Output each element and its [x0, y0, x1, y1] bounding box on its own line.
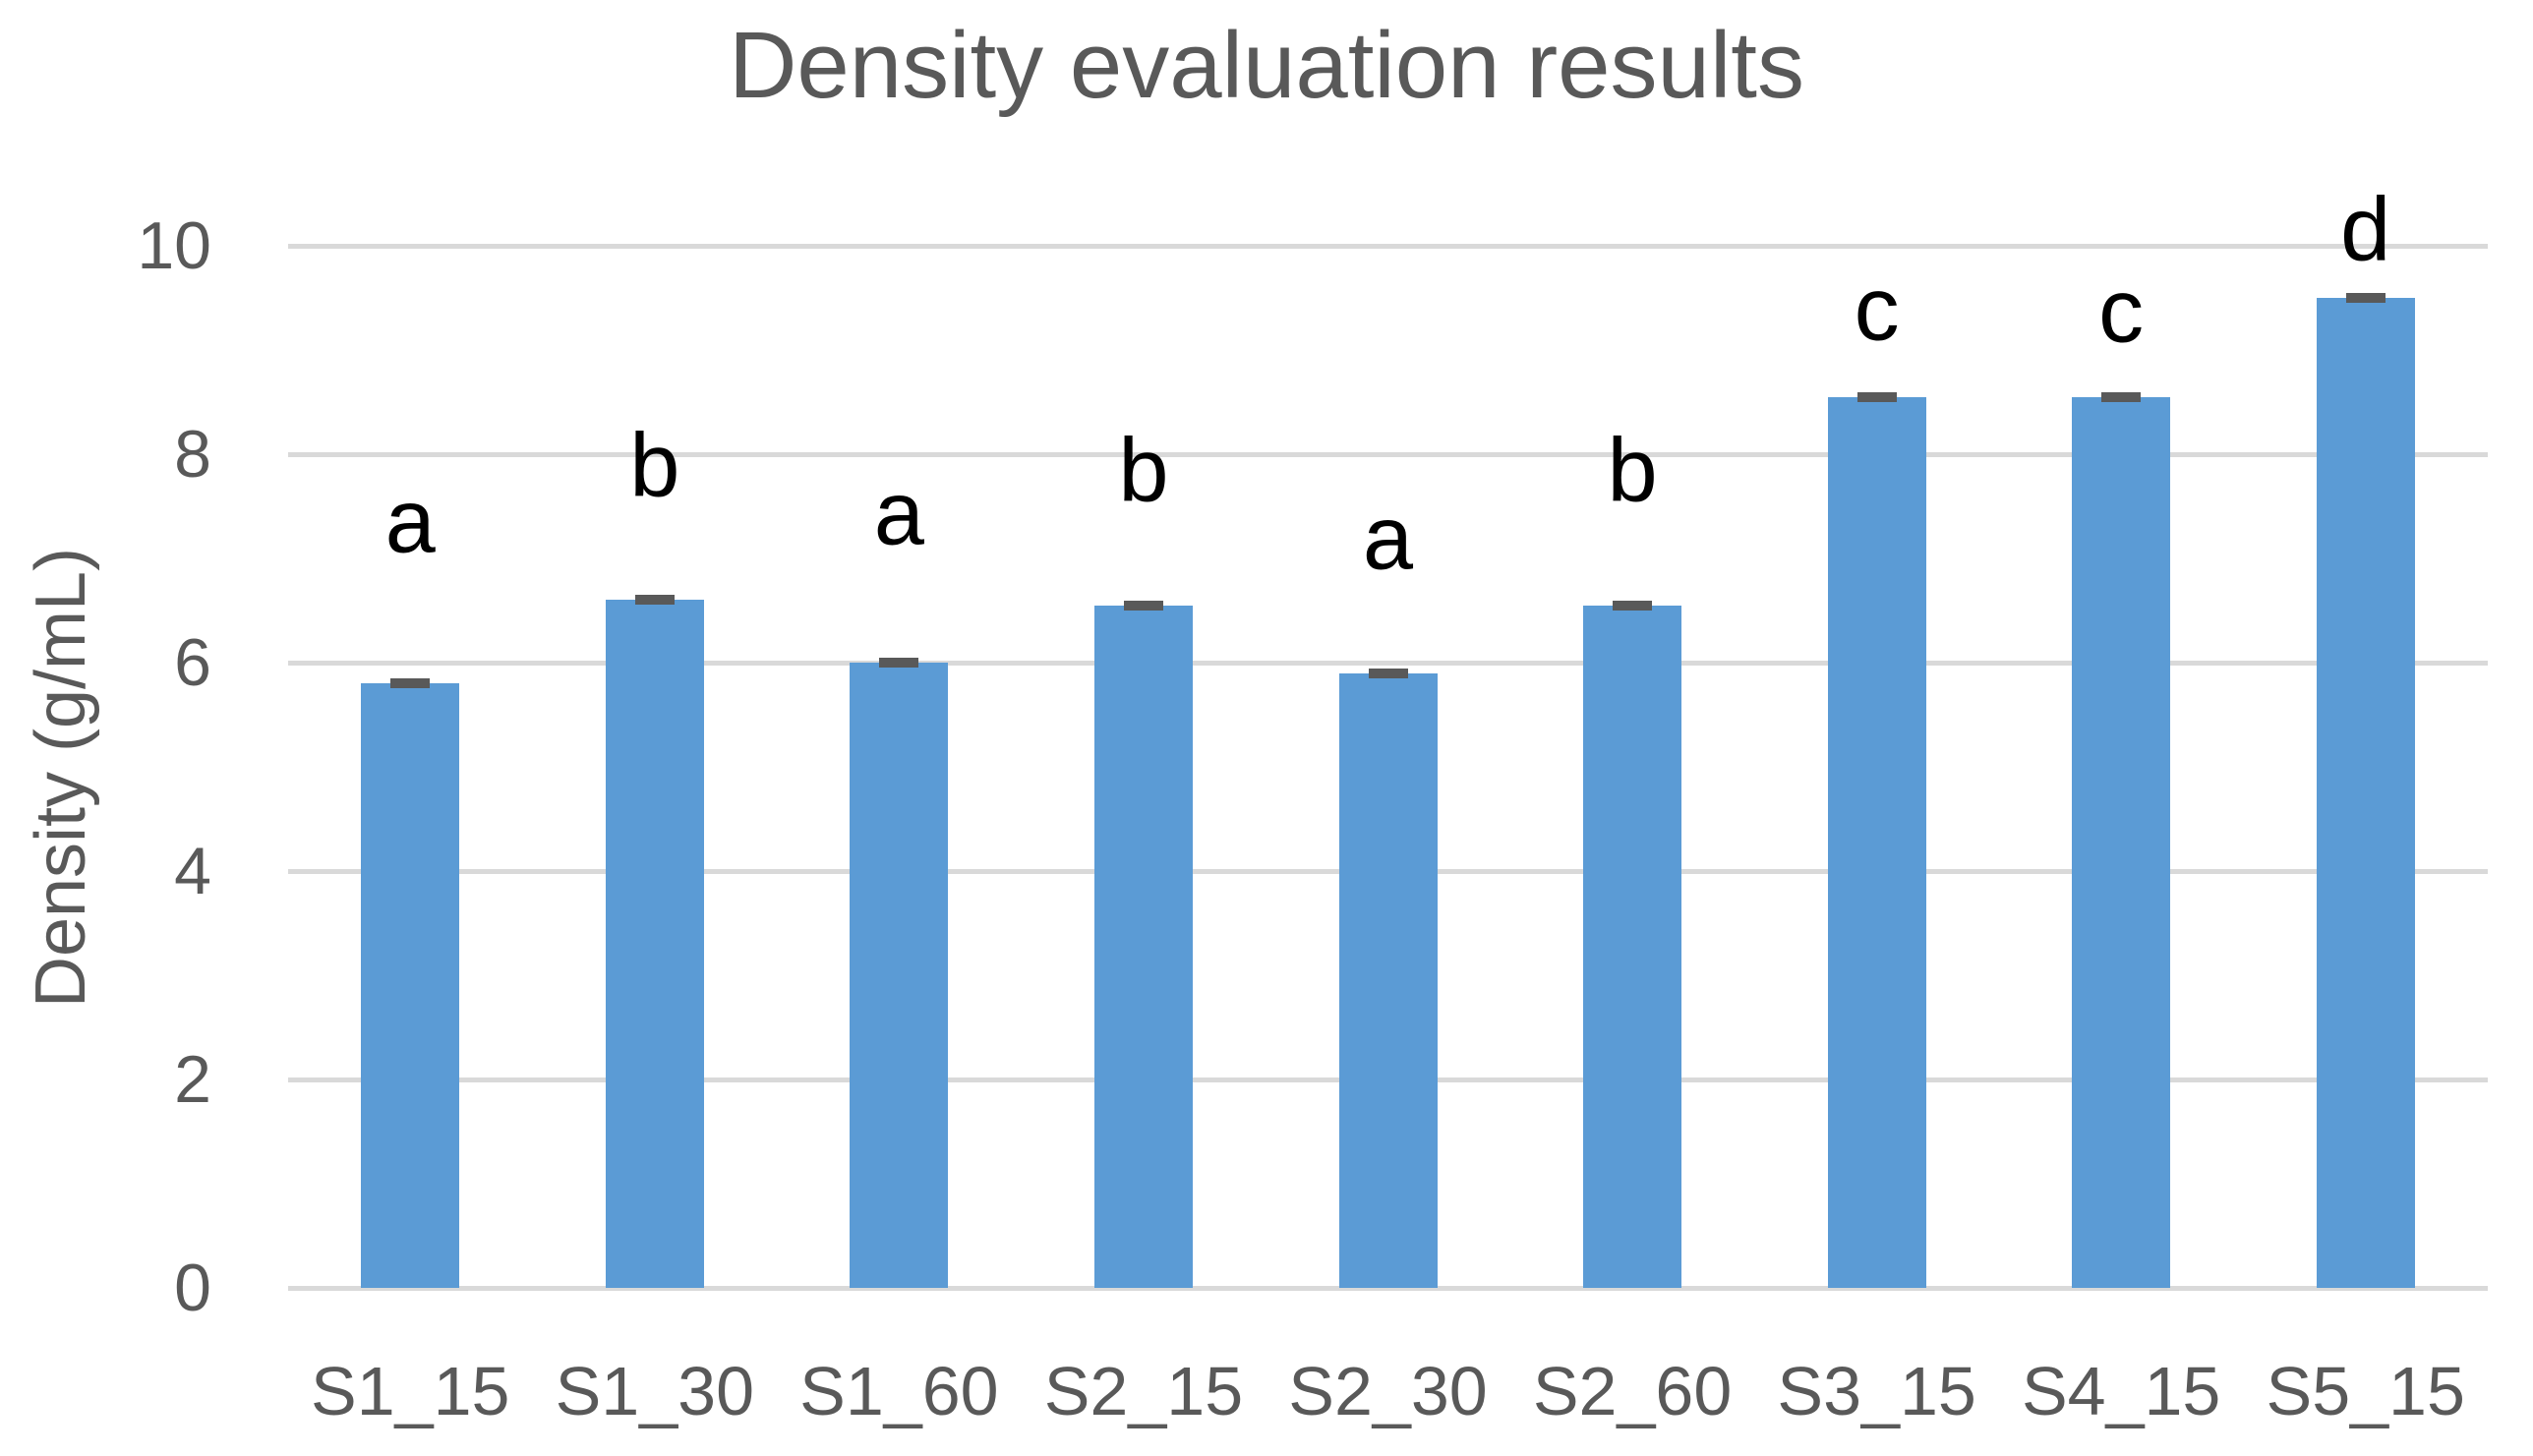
bar-S1_30: [605, 600, 704, 1288]
error-bar-cap: [1856, 391, 1897, 402]
y-tick-label: 2: [174, 1042, 211, 1117]
error-bar-cap: [2101, 391, 2142, 402]
x-category-label: S4_15: [2021, 1353, 2221, 1429]
x-category-label: S3_15: [1777, 1353, 1976, 1429]
bar-S4_15: [2072, 396, 2171, 1288]
significance-letter: b: [1607, 420, 1658, 521]
x-category-label: S2_30: [1288, 1353, 1488, 1429]
bar-S2_30: [1338, 672, 1438, 1288]
error-bar-cap: [1613, 600, 1653, 611]
x-category-label: S2_15: [1043, 1353, 1244, 1429]
y-tick-label: 4: [174, 834, 211, 908]
y-tick-label: 0: [174, 1251, 211, 1325]
error-bar-cap: [1368, 668, 1408, 678]
error-bar-cap: [879, 658, 919, 668]
error-bar-cap: [390, 678, 431, 689]
bar-S2_60: [1583, 605, 1682, 1288]
bar-S3_15: [1827, 396, 1926, 1288]
y-tick-label: 8: [174, 417, 211, 492]
error-bar-cap: [634, 595, 675, 606]
x-category-label: S2_60: [1532, 1353, 1733, 1429]
gridline: [288, 452, 2488, 457]
x-category-label: S1_15: [311, 1353, 510, 1429]
x-axis-line: [288, 1286, 2488, 1291]
chart-title: Density evaluation results: [729, 13, 1804, 118]
significance-letter: b: [629, 415, 680, 516]
x-category-label: S1_60: [799, 1353, 999, 1429]
bar-S2_15: [1093, 605, 1193, 1288]
error-bar-cap: [2345, 293, 2386, 303]
y-tick-label: 10: [137, 208, 211, 283]
significance-letter: a: [384, 471, 436, 572]
bar-S1_15: [361, 683, 460, 1288]
significance-letter: a: [873, 463, 924, 564]
significance-letter: a: [1362, 488, 1414, 588]
error-bar-cap: [1123, 600, 1163, 611]
significance-letter: c: [1854, 259, 1900, 360]
significance-letter: d: [2340, 179, 2391, 280]
y-axis-title: Density (g/mL): [22, 547, 100, 1009]
x-category-label: S5_15: [2266, 1353, 2465, 1429]
y-tick-label: 6: [174, 625, 211, 700]
gridline: [288, 244, 2488, 249]
bar-S1_60: [850, 663, 949, 1288]
significance-letter: b: [1118, 420, 1169, 521]
significance-letter: c: [2098, 261, 2145, 362]
x-category-label: S1_30: [555, 1353, 755, 1429]
gridline: [288, 661, 2488, 666]
bar-S5_15: [2316, 298, 2415, 1288]
